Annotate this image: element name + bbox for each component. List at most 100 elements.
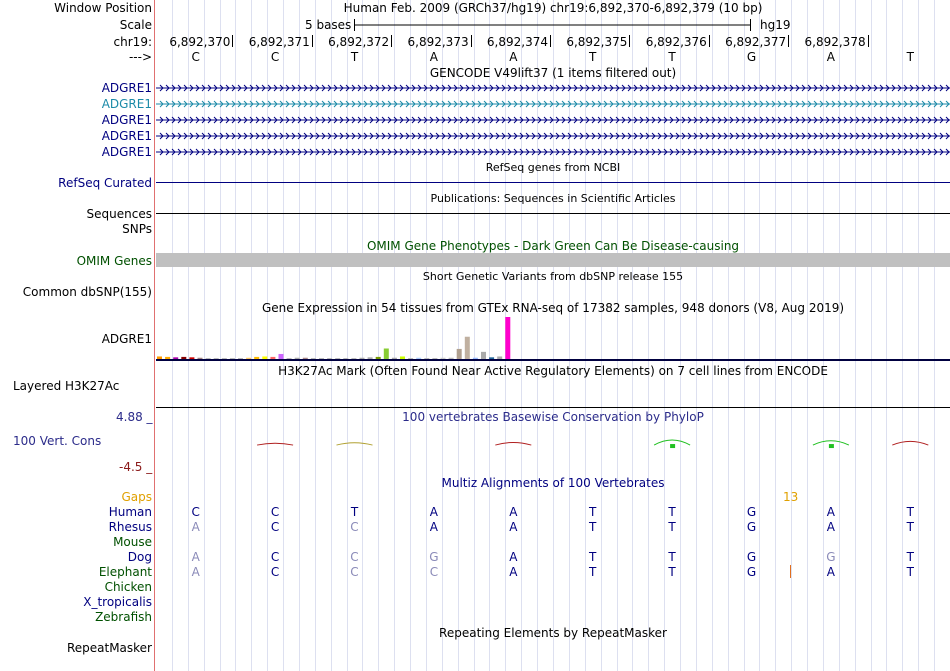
phylop-score-mark[interactable] — [653, 439, 691, 446]
phylop-score-mark[interactable] — [336, 442, 373, 446]
phylop-plot[interactable] — [156, 418, 950, 474]
gtex-tissue-bar[interactable] — [391, 357, 397, 359]
gtex-tissue-bar[interactable] — [416, 357, 422, 359]
species-label[interactable]: Mouse — [113, 535, 152, 549]
gtex-tissue-bar[interactable] — [286, 358, 292, 359]
gencode-transcript-line[interactable] — [156, 115, 950, 125]
gtex-tissue-bar[interactable] — [343, 358, 349, 359]
gtex-tissue-bar[interactable] — [310, 358, 316, 359]
gencode-row-label[interactable]: ADGRE1 — [101, 81, 152, 95]
grid-line — [267, 0, 269, 671]
omim-label[interactable]: OMIM Genes — [76, 254, 152, 268]
gtex-tissue-bar[interactable] — [262, 356, 268, 359]
gencode-transcript-line[interactable] — [156, 147, 950, 157]
gtex-tissue-bar[interactable] — [367, 357, 373, 359]
omim-track-bar[interactable] — [156, 253, 950, 267]
publications-track-line[interactable] — [156, 213, 950, 214]
gtex-tissue-bar[interactable] — [481, 351, 486, 359]
species-label[interactable]: Zebrafish — [95, 610, 152, 624]
gtex-tissue-bar[interactable] — [270, 356, 276, 359]
gencode-row-label[interactable]: ADGRE1 — [101, 129, 152, 143]
species-label[interactable]: Elephant — [98, 565, 152, 579]
gtex-tissue-bar[interactable] — [221, 358, 227, 359]
phylop-score-mark[interactable] — [257, 442, 294, 446]
gtex-tissue-bar[interactable] — [400, 356, 405, 359]
gaps-label[interactable]: Gaps — [121, 490, 152, 504]
h3k27ac-label[interactable]: Layered H3K27Ac — [13, 379, 120, 393]
publications-label[interactable]: Sequences — [86, 207, 152, 221]
gtex-bar-chart[interactable] — [156, 316, 950, 360]
gtex-tissue-bar[interactable] — [359, 357, 365, 359]
position-tick-label: 6,892,375 — [566, 35, 628, 49]
gtex-tissue-bar[interactable] — [456, 348, 462, 359]
gtex-tissue-bar[interactable] — [165, 356, 171, 359]
grid-line — [664, 0, 666, 671]
grid-line — [822, 0, 824, 671]
phylop-label[interactable]: 100 Vert. Cons — [13, 434, 102, 448]
gtex-tissue-bar[interactable] — [173, 357, 179, 359]
gtex-tissue-bar[interactable] — [505, 317, 511, 359]
gtex-tissue-bar[interactable] — [497, 356, 503, 359]
gtex-tissue-bar[interactable] — [489, 357, 495, 359]
species-label[interactable]: X_tropicalis — [83, 595, 152, 609]
species-label[interactable]: Dog — [127, 550, 152, 564]
position-tick-label: 6,892,376 — [645, 35, 707, 49]
gtex-tissue-bar[interactable] — [278, 353, 284, 359]
dbsnp-label[interactable]: Common dbSNP(155) — [22, 285, 152, 299]
gtex-tissue-bar[interactable] — [375, 356, 381, 359]
gtex-tissue-bar[interactable] — [335, 358, 341, 359]
phylop-score-bar[interactable] — [670, 444, 676, 449]
gtex-tissue-bar[interactable] — [408, 358, 414, 359]
gtex-tissue-bar[interactable] — [229, 358, 235, 359]
phylop-score-bar[interactable] — [828, 444, 834, 449]
refseq-track-line[interactable] — [156, 182, 950, 183]
gtex-tissue-bar[interactable] — [238, 358, 243, 359]
gencode-transcript-line[interactable] — [156, 131, 950, 141]
gtex-tissue-bar[interactable] — [351, 358, 357, 359]
gtex-tissue-bar[interactable] — [472, 357, 478, 359]
gtex-tissue-bar[interactable] — [432, 358, 438, 359]
gtex-tissue-bar[interactable] — [181, 356, 187, 359]
gtex-tissue-bar[interactable] — [197, 357, 203, 359]
species-label[interactable]: Human — [108, 505, 152, 519]
gtex-tissue-bar[interactable] — [157, 356, 162, 359]
species-base: G — [746, 505, 757, 519]
gencode-transcript-line[interactable] — [156, 83, 950, 93]
gtex-label[interactable]: ADGRE1 — [101, 332, 152, 346]
gtex-tissue-bar[interactable] — [254, 356, 260, 359]
gtex-tissue-bar[interactable] — [205, 358, 211, 359]
gtex-tissue-bar[interactable] — [246, 357, 252, 359]
gtex-tissue-bar[interactable] — [448, 357, 454, 359]
gencode-row-label[interactable]: ADGRE1 — [101, 113, 152, 127]
snps-label[interactable]: SNPs — [122, 222, 152, 236]
gtex-tissue-bar[interactable] — [189, 357, 195, 359]
position-tick — [232, 35, 234, 47]
window-position-value[interactable]: Human Feb. 2009 (GRCh37/hg19) chr19:6,89… — [343, 1, 763, 15]
gencode-row-label[interactable]: ADGRE1 — [101, 97, 152, 111]
phylop-score-mark[interactable] — [812, 440, 850, 446]
species-base: T — [589, 505, 597, 519]
phylop-score-mark[interactable] — [892, 440, 929, 446]
gencode-transcript-line[interactable] — [156, 99, 950, 109]
gtex-tissue-bar[interactable] — [383, 348, 389, 360]
grid-line — [616, 0, 618, 671]
species-label[interactable]: Rhesus — [108, 520, 152, 534]
gtex-tissue-bar[interactable] — [464, 336, 470, 359]
gtex-tissue-bar[interactable] — [213, 358, 219, 359]
phylop-score-mark[interactable] — [495, 441, 532, 446]
refseq-label[interactable]: RefSeq Curated — [58, 176, 152, 190]
gtex-tissue-bar[interactable] — [294, 357, 300, 359]
grid-line — [441, 0, 443, 671]
gtex-tissue-bar[interactable] — [319, 358, 324, 359]
position-tick — [867, 35, 869, 47]
species-base: T — [589, 565, 597, 579]
species-label[interactable]: Chicken — [104, 580, 152, 594]
gtex-tissue-bar[interactable] — [327, 358, 333, 359]
repeatmasker-label[interactable]: RepeatMasker — [66, 641, 152, 655]
gtex-tissue-bar[interactable] — [424, 358, 430, 359]
grid-line — [854, 0, 856, 671]
gtex-tissue-bar[interactable] — [440, 357, 446, 359]
gencode-row-label[interactable]: ADGRE1 — [101, 145, 152, 159]
gtex-tissue-bar[interactable] — [302, 357, 308, 359]
